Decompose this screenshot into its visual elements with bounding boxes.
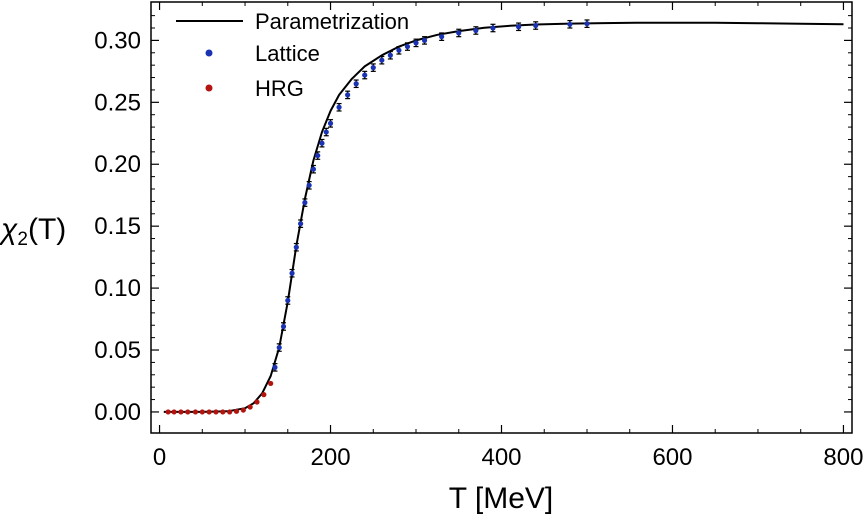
lattice-point xyxy=(319,140,325,146)
lattice-point xyxy=(533,22,539,29)
hrg-point xyxy=(268,380,274,387)
hrg-point xyxy=(199,409,205,415)
lattice-point xyxy=(323,129,329,135)
lattice-point xyxy=(298,221,304,227)
lattice-point xyxy=(315,152,321,159)
legend-marker-lattice xyxy=(205,49,213,57)
hrg-point xyxy=(213,409,219,415)
hrg-point xyxy=(261,392,267,398)
lattice-point xyxy=(345,92,351,98)
lattice-point xyxy=(280,323,287,330)
lattice-point xyxy=(353,81,359,87)
hrg-point xyxy=(206,409,212,415)
lattice-point xyxy=(490,25,496,31)
plot-frame xyxy=(150,1,853,434)
y-tick-label: 0.10 xyxy=(94,275,141,302)
hrg-point xyxy=(185,409,191,415)
hrg-point xyxy=(178,409,184,415)
legend-label-parametrization: Parametrization xyxy=(255,9,409,34)
lattice-point xyxy=(404,43,411,50)
series-line-parametrization xyxy=(163,21,844,413)
hrg-point xyxy=(192,409,199,415)
lattice-point xyxy=(310,166,317,172)
y-axis-label-argument: (T) xyxy=(28,213,66,246)
x-tick-label: 800 xyxy=(823,444,863,471)
x-tick-label: 400 xyxy=(481,444,521,471)
y-axis-label: χ2(T) xyxy=(0,213,66,250)
legend-marker-hrg xyxy=(205,84,213,92)
y-tick-label: 0.25 xyxy=(94,89,141,116)
lattice-point xyxy=(515,24,522,30)
y-tick-label: 0.00 xyxy=(94,399,141,426)
legend-label-lattice: Lattice xyxy=(255,41,320,66)
lattice-point xyxy=(584,21,590,27)
hrg-point xyxy=(220,409,226,415)
series-layer xyxy=(163,19,844,415)
x-tick-label: 600 xyxy=(652,444,692,471)
hrg-point xyxy=(240,407,246,413)
lattice-point xyxy=(289,270,295,276)
x-axis: 0 200 400 600 800 xyxy=(153,2,863,471)
lattice-point xyxy=(302,200,308,206)
hrg-point xyxy=(233,408,240,414)
y-tick-label: 0.30 xyxy=(94,27,141,54)
lattice-point xyxy=(327,120,334,126)
lattice-point xyxy=(293,244,299,250)
lattice-point xyxy=(439,34,445,40)
lattice-point xyxy=(272,364,278,370)
y-axis-label-subscript: 2 xyxy=(17,229,28,250)
lattice-point xyxy=(421,37,428,43)
y-axis-label-symbol: χ xyxy=(0,213,18,246)
hrg-point xyxy=(247,404,253,410)
legend: Parametrization Lattice HRG xyxy=(176,9,409,101)
lattice-point xyxy=(362,72,368,78)
lattice-point xyxy=(473,27,479,34)
y-tick-label: 0.20 xyxy=(94,151,141,178)
lattice-point xyxy=(276,344,282,351)
lattice-point xyxy=(370,65,376,71)
hrg-point xyxy=(227,409,233,415)
y-tick-label: 0.05 xyxy=(94,337,141,364)
lattice-point xyxy=(379,57,385,63)
lattice-point xyxy=(413,40,419,46)
lattice-point xyxy=(456,30,462,36)
hrg-point xyxy=(254,399,260,405)
x-tick-label: 200 xyxy=(311,444,351,471)
lattice-point xyxy=(387,52,393,58)
y-tick-label: 0.15 xyxy=(94,213,141,240)
lattice-point xyxy=(306,182,312,188)
lattice-point xyxy=(396,47,402,53)
y-axis: 0.00 0.05 0.10 0.15 0.20 0.25 0.30 xyxy=(94,15,852,426)
lattice-point xyxy=(285,297,291,304)
hrg-point xyxy=(171,409,177,415)
x-tick-label: 0 xyxy=(153,444,166,471)
lattice-point xyxy=(336,104,342,110)
lattice-point xyxy=(567,21,573,27)
x-axis-label: T [MeV] xyxy=(449,482,553,515)
legend-label-hrg: HRG xyxy=(255,76,304,101)
hrg-point xyxy=(165,409,171,415)
